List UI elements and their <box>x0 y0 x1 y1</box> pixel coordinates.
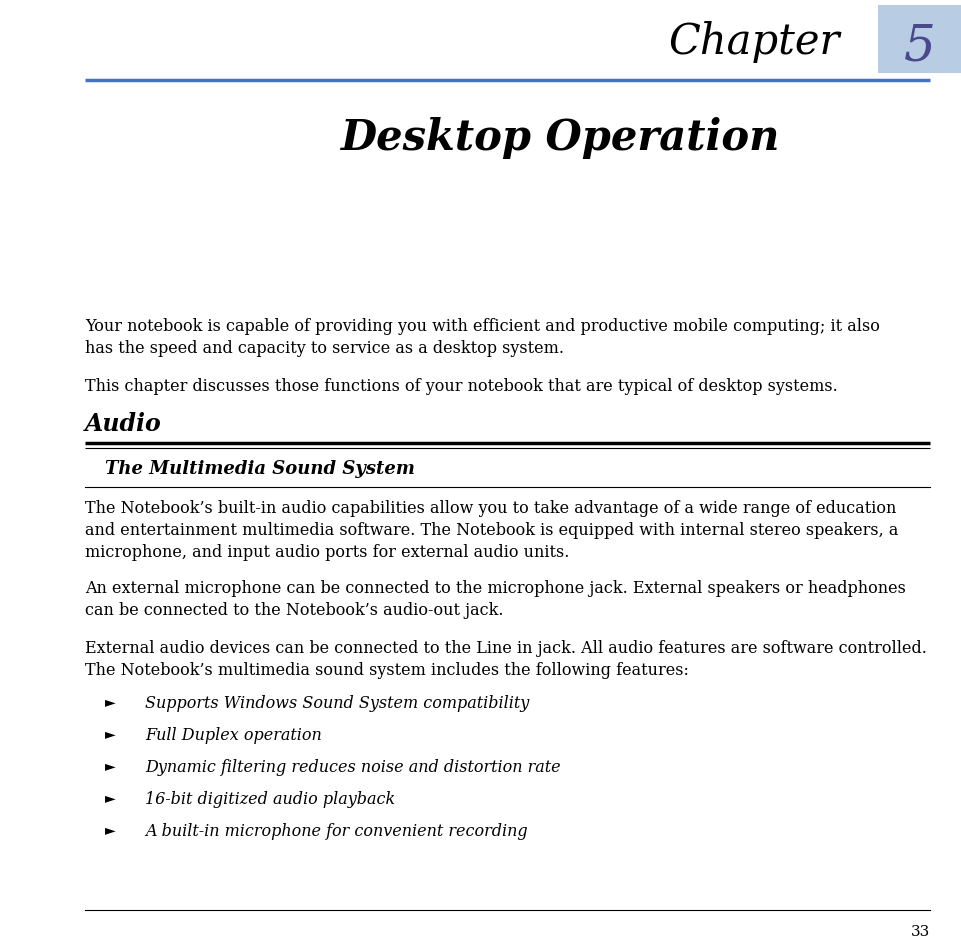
Text: and entertainment multimedia software. The Notebook is equipped with internal st: and entertainment multimedia software. T… <box>85 522 898 539</box>
Text: External audio devices can be connected to the Line in jack. All audio features : External audio devices can be connected … <box>85 640 925 657</box>
Text: Supports Windows Sound System compatibility: Supports Windows Sound System compatibil… <box>145 695 529 712</box>
Text: Your notebook is capable of providing you with efficient and productive mobile c: Your notebook is capable of providing yo… <box>85 318 879 335</box>
Text: 33: 33 <box>910 925 929 939</box>
Text: Audio: Audio <box>85 412 161 436</box>
Text: ►: ► <box>105 695 115 709</box>
Text: ►: ► <box>105 791 115 805</box>
Text: The Multimedia Sound System: The Multimedia Sound System <box>105 460 414 478</box>
Text: has the speed and capacity to service as a desktop system.: has the speed and capacity to service as… <box>85 340 563 357</box>
Text: Chapter: Chapter <box>668 21 839 63</box>
Bar <box>877 5 961 73</box>
Text: Dynamic filtering reduces noise and distortion rate: Dynamic filtering reduces noise and dist… <box>145 759 560 776</box>
Text: can be connected to the Notebook’s audio-out jack.: can be connected to the Notebook’s audio… <box>85 602 503 619</box>
Text: ►: ► <box>105 727 115 741</box>
Text: ►: ► <box>105 823 115 837</box>
Text: Full Duplex operation: Full Duplex operation <box>145 727 321 744</box>
Text: This chapter discusses those functions of your notebook that are typical of desk: This chapter discusses those functions o… <box>85 378 837 395</box>
Text: An external microphone can be connected to the microphone jack. External speaker: An external microphone can be connected … <box>85 580 905 597</box>
Text: 5: 5 <box>903 23 935 71</box>
Text: ►: ► <box>105 759 115 773</box>
Text: The Notebook’s multimedia sound system includes the following features:: The Notebook’s multimedia sound system i… <box>85 662 688 679</box>
Text: microphone, and input audio ports for external audio units.: microphone, and input audio ports for ex… <box>85 544 569 561</box>
Text: Desktop Operation: Desktop Operation <box>340 117 779 159</box>
Text: 16-bit digitized audio playback: 16-bit digitized audio playback <box>145 791 395 808</box>
Text: The Notebook’s built-in audio capabilities allow you to take advantage of a wide: The Notebook’s built-in audio capabiliti… <box>85 500 896 517</box>
Text: A built-in microphone for convenient recording: A built-in microphone for convenient rec… <box>145 823 527 840</box>
